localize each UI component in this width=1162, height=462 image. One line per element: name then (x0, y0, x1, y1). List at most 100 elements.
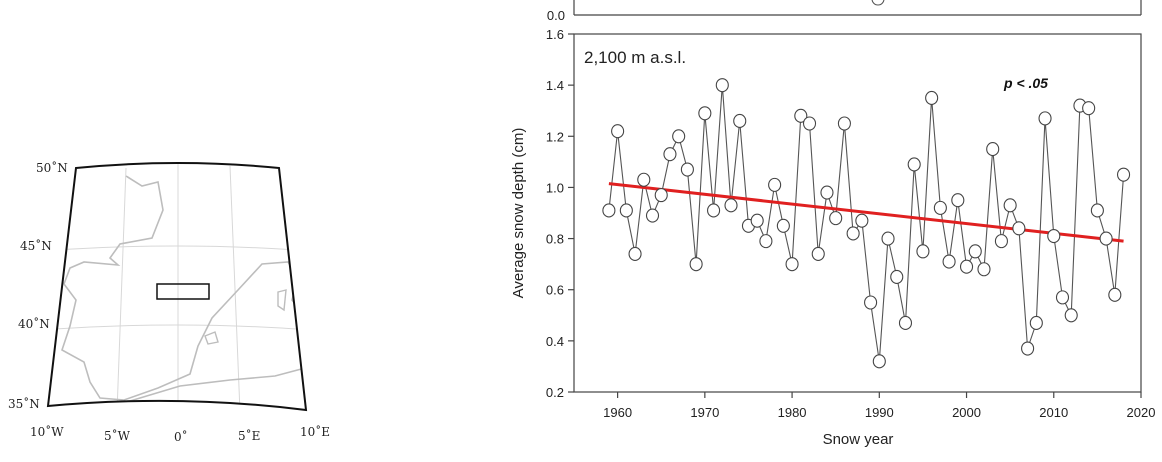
data-point (1012, 221, 1026, 236)
y-tick-label: 0.8 (546, 232, 564, 247)
data-point (986, 142, 1000, 157)
y-axis-title: Average snow depth (cm) (510, 128, 527, 299)
x-tick-label: 2020 (1127, 405, 1156, 420)
lat-label-50n: 50˚N (36, 160, 68, 175)
series-markers (602, 78, 1131, 369)
lat-label-40n: 40˚N (18, 316, 50, 331)
data-point (872, 354, 886, 369)
data-point (1099, 231, 1113, 246)
coastline-iberia (61, 261, 303, 401)
x-tick-label: 1990 (865, 405, 894, 420)
data-point (1021, 341, 1035, 356)
data-point (715, 78, 729, 93)
data-point (829, 211, 843, 226)
data-point (890, 269, 904, 284)
data-point (663, 147, 677, 162)
map-interior (48, 163, 306, 410)
x-ticks: 1960 1970 1980 1990 2000 2010 2020 (603, 392, 1155, 420)
data-point (916, 244, 930, 259)
data-point (680, 162, 694, 177)
lon-label-0: 0˚ (174, 429, 188, 444)
data-point (925, 90, 939, 105)
data-point (1003, 198, 1017, 213)
y-tick-label: 0.6 (546, 283, 564, 298)
graticule-lat-45 (48, 245, 306, 252)
x-tick-label: 1960 (603, 405, 632, 420)
x-tick-label: 2010 (1039, 405, 1068, 420)
data-point (602, 203, 616, 218)
data-point (1055, 290, 1070, 305)
data-point (698, 106, 712, 121)
data-point (785, 257, 799, 272)
data-point (1082, 101, 1096, 116)
y-tick-label: 1.0 (546, 180, 564, 195)
lon-label-5e: 5˚E (238, 428, 260, 443)
data-point (820, 185, 834, 200)
coastline-france-spain (63, 175, 164, 285)
data-point (1029, 315, 1043, 331)
panel-label: 2,100 m a.s.l. (584, 48, 686, 67)
data-point (707, 203, 721, 218)
lon-label-5w: 5˚W (104, 428, 131, 443)
data-point (959, 259, 974, 274)
data-point (776, 218, 790, 233)
data-point (1090, 203, 1104, 218)
data-point (907, 157, 921, 172)
y-tick-label: 1.2 (546, 129, 564, 144)
graticule-lat-40 (48, 324, 306, 331)
coastline-corsica (277, 289, 287, 312)
y-tick-label: 1.6 (546, 27, 564, 42)
data-point (977, 262, 991, 277)
data-point (811, 246, 825, 261)
snow-depth-chart: 2,100 m a.s.l. p < .05 Average snow dept… (510, 27, 1155, 448)
coastline-balearic (204, 331, 219, 345)
y-tick-label: 0.2 (546, 385, 564, 400)
data-point (628, 246, 642, 261)
data-point (855, 213, 869, 228)
lat-label-45n: 45˚N (20, 238, 52, 253)
data-point (619, 203, 633, 218)
y-tick-label: 0.4 (546, 334, 564, 349)
plot-area (573, 33, 1142, 393)
data-point (802, 116, 817, 131)
data-point (864, 295, 878, 310)
significance-annotation: p < .05 (1003, 75, 1048, 91)
series-line (608, 85, 1125, 362)
x-axis-title: Snow year (823, 431, 894, 448)
y-ticks: 0.2 0.4 0.6 0.8 1.0 1.2 1.4 1.6 (546, 27, 574, 400)
trend-layer (608, 182, 1124, 243)
data-point (637, 172, 651, 187)
map-border (46, 162, 308, 412)
graticule-lon-5e (229, 165, 241, 410)
data-point (968, 244, 982, 259)
data-point (611, 124, 625, 139)
data-point (724, 198, 738, 213)
x-tick-label: 2000 (952, 405, 981, 420)
x-tick-label: 1970 (690, 405, 719, 420)
lon-label-10e: 10˚E (300, 424, 330, 439)
data-point (898, 315, 913, 331)
data-point (837, 116, 851, 131)
series-polyline (608, 85, 1125, 362)
data-point (759, 234, 773, 249)
data-point (750, 213, 764, 228)
data-point (654, 188, 668, 203)
coastline-africa (99, 367, 306, 410)
data-point (1038, 111, 1052, 126)
data-point (1064, 308, 1078, 323)
data-point (942, 254, 956, 269)
study-area-box (156, 283, 210, 300)
data-point (733, 113, 747, 128)
data-point (881, 231, 895, 246)
trend-line (608, 182, 1124, 243)
upper-panel-ytick: 0.0 (547, 8, 565, 23)
upper-panel-marker (871, 0, 885, 6)
data-point (1047, 228, 1061, 244)
data-point (846, 226, 860, 241)
y-tick-label: 1.4 (546, 78, 564, 93)
x-tick-label: 1980 (778, 405, 807, 420)
data-point (1117, 167, 1131, 182)
location-map: 50˚N 45˚N 40˚N 35˚N 10˚W 5˚W 0˚ 5˚E 10˚E (8, 160, 330, 444)
data-point (672, 129, 686, 144)
